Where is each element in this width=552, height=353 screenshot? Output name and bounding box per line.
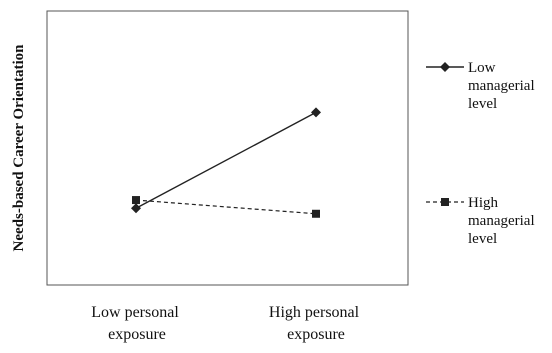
x-tick-label-low: Low personal exposure: [91, 304, 183, 343]
legend-label-low-line1: Low: [468, 60, 496, 76]
legend-label-high-line3: level: [468, 231, 497, 247]
legend-label-high-line1: High: [468, 195, 499, 211]
series-0-point-0: [131, 203, 141, 214]
legend-entry-low-managerial: Low managerial level: [426, 60, 538, 112]
legend-entry-high-managerial: High managerial level: [426, 195, 538, 247]
y-axis-label: Needs-based Career Orientation: [11, 44, 27, 252]
plot-frame: [46, 10, 409, 286]
series-1-point-1: [312, 209, 320, 218]
series-1-point-0: [132, 196, 140, 205]
series-layer: [131, 107, 321, 218]
legend-swatch-marker-diamond: [440, 62, 450, 72]
x-tick-label-high-line2: exposure: [287, 326, 345, 343]
series-line-1: [135, 199, 317, 215]
series-line-0: [135, 111, 317, 209]
x-tick-label-high-line1: High personal: [269, 304, 360, 321]
legend-label-high-line2: managerial: [468, 213, 535, 229]
series-0-point-1: [311, 107, 321, 118]
x-tick-label-low-line2: exposure: [108, 326, 166, 343]
legend-swatch-marker-square: [441, 198, 449, 206]
legend-label-high-managerial: High managerial level: [468, 195, 538, 247]
legend-label-low-managerial: Low managerial level: [468, 60, 538, 112]
x-tick-label-high: High personal exposure: [269, 304, 363, 343]
legend-label-low-line3: level: [468, 96, 497, 112]
legend-label-low-line2: managerial: [468, 78, 535, 94]
x-tick-label-low-line1: Low personal: [91, 304, 179, 321]
